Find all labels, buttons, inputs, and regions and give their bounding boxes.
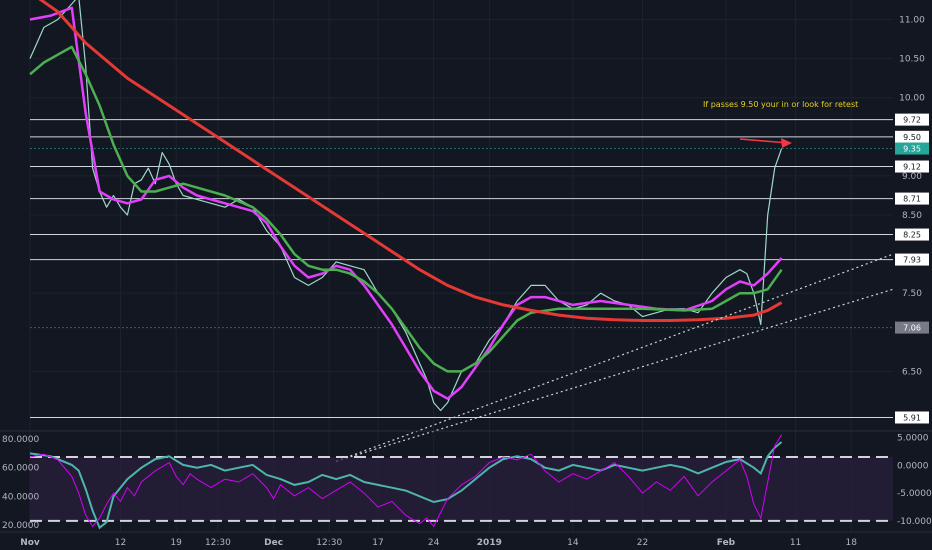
time-tick-label: 12 <box>115 538 126 548</box>
level-tag-label: 8.25 <box>903 231 921 240</box>
oscillator-panel: 80.0000 60.0000 40.0000 20.0000 5.0000 0.0000… <box>0 430 932 531</box>
time-tick-label: Dec <box>264 538 283 548</box>
level-tag-label: 5.91 <box>903 413 921 422</box>
level-tag: 8.71 <box>895 192 929 205</box>
price-tag: 7.06 <box>895 321 929 334</box>
series-short-ma <box>29 6 783 400</box>
series-long-ma <box>38 0 783 322</box>
price-tag-label: 7.06 <box>903 324 921 333</box>
price-tick-label: 8.50 <box>902 211 922 221</box>
level-tag-box <box>895 113 929 126</box>
level-tag-box <box>895 228 929 241</box>
level-tag-box <box>895 411 929 424</box>
level-tag-box <box>895 253 929 266</box>
level-tag: 7.93 <box>895 253 929 266</box>
price-tag-box <box>895 321 929 334</box>
time-tick-label: 19 <box>170 538 182 548</box>
time-tick-label: 17 <box>372 538 383 548</box>
oscillator-band-fill <box>30 457 893 521</box>
series-mid-ma <box>29 45 783 373</box>
time-tick-label: 12:30 <box>316 538 342 548</box>
time-tick-label: 14 <box>567 538 579 548</box>
oscillator-right-tick-label: 0.0000 <box>897 461 929 471</box>
trendline[interactable] <box>336 253 894 462</box>
trendline[interactable] <box>336 288 894 462</box>
series-lines <box>29 0 783 412</box>
oscillator-right-tick-label: 5.0000 <box>897 434 929 444</box>
level-tag-box <box>895 160 929 173</box>
time-tick-label: 11 <box>790 538 801 548</box>
level-tag-label: 7.93 <box>903 256 921 265</box>
horizontal-levels[interactable]: 9.72 9.50 9.12 8.71 8.25 7.93 5.91 9.35 7.06 <box>30 113 929 424</box>
price-tag-label: 9.35 <box>903 145 921 154</box>
price-tick-label: 10.50 <box>899 55 925 65</box>
level-tag-box <box>895 130 929 143</box>
oscillator-right-tick-label: -10.0000 <box>897 517 932 527</box>
level-tag: 5.91 <box>895 411 929 424</box>
time-tick-label: 12:30 <box>205 538 231 548</box>
oscillator-macd-hist <box>29 434 783 528</box>
oscillator-right-tick-label: -5.0000 <box>897 489 932 499</box>
arrow-annotation <box>739 138 792 148</box>
time-tick-label: Nov <box>20 538 40 548</box>
annotation-text: If passes 9.50 your in or look for retes… <box>703 100 858 109</box>
level-tag-label: 9.72 <box>903 116 921 125</box>
level-tag-label: 9.50 <box>903 133 921 142</box>
time-tick-label: 24 <box>428 538 440 548</box>
price-tag: 9.35 <box>895 142 929 155</box>
level-tag: 9.12 <box>895 160 929 173</box>
oscillator-left-tick-label: 60.0000 <box>2 464 39 474</box>
level-tag-label: 8.71 <box>903 195 921 204</box>
price-tick-label: 10.00 <box>899 94 925 104</box>
time-tick-label: Feb <box>717 538 736 548</box>
oscillator-left-tick-label: 80.0000 <box>2 435 39 445</box>
level-tag: 9.72 <box>895 113 929 126</box>
price-tag-box <box>895 142 929 155</box>
price-tick-label: 7.50 <box>902 289 922 299</box>
time-axis: Nov 12 19 12:30 Dec 12:30 17 24 2019 14 22 Feb 11 18 <box>0 531 932 548</box>
level-tag: 8.25 <box>895 228 929 241</box>
time-tick-label: 22 <box>637 538 648 548</box>
oscillator-rsi <box>29 441 783 530</box>
oscillator-left-tick-label: 20.0000 <box>2 521 39 531</box>
level-tag-label: 9.12 <box>903 163 921 172</box>
price-axis: 11.00 10.50 10.00 9.00 8.50 7.50 6.50 <box>899 16 925 378</box>
time-tick-label: 18 <box>846 538 858 548</box>
price-tick-label: 9.00 <box>902 172 922 182</box>
price-tick-label: 6.50 <box>902 367 922 377</box>
level-tag: 9.50 <box>895 130 929 143</box>
time-tick-label: 2019 <box>477 538 502 548</box>
trendlines[interactable] <box>336 253 894 462</box>
oscillator-left-tick-label: 40.0000 <box>2 492 39 502</box>
price-tick-label: 11.00 <box>899 16 925 26</box>
level-tag-box <box>895 192 929 205</box>
